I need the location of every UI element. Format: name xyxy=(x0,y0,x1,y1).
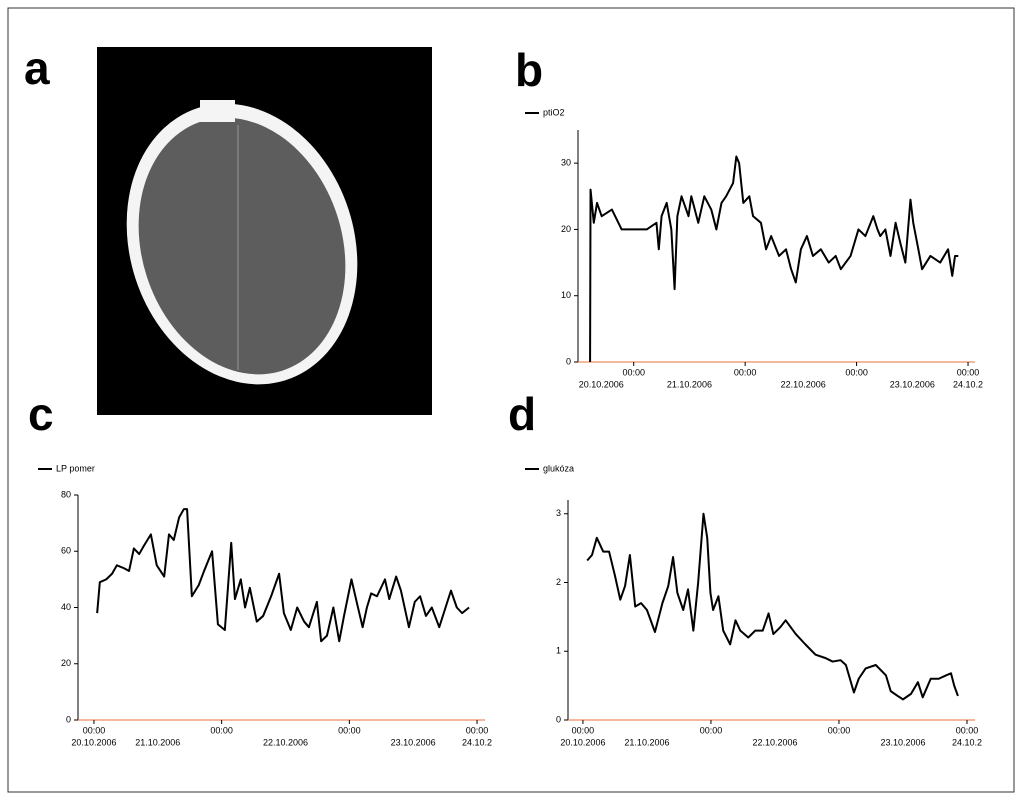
x-date-label: 22.10.2006 xyxy=(752,737,797,747)
y-tick-label: 10 xyxy=(561,290,571,300)
y-tick-label: 1 xyxy=(556,646,561,656)
x-date-label: 23.10.2006 xyxy=(880,737,925,747)
y-tick-label: 0 xyxy=(566,356,571,366)
x-tick-label: 00:00 xyxy=(622,367,645,377)
bone-flap xyxy=(200,100,235,122)
data-line xyxy=(589,155,959,363)
x-date-label: 21.10.2006 xyxy=(667,379,712,389)
x-date-label: 20.10.2006 xyxy=(579,379,624,389)
y-tick-label: 40 xyxy=(61,602,71,612)
legend-label: ptiO2 xyxy=(543,107,565,117)
x-date-label: 24.10.2 xyxy=(952,737,982,747)
y-tick-label: 0 xyxy=(556,714,561,724)
legend-label: glukóza xyxy=(543,463,574,473)
panel-label: c xyxy=(28,388,54,440)
y-tick-label: 60 xyxy=(61,546,71,556)
y-tick-label: 0 xyxy=(66,714,71,724)
y-tick-label: 2 xyxy=(556,577,561,587)
x-tick-label: 00:00 xyxy=(845,367,868,377)
data-line xyxy=(96,508,470,643)
y-tick-label: 80 xyxy=(61,489,71,499)
x-date-label: 20.10.2006 xyxy=(560,737,605,747)
x-date-label: 22.10.2006 xyxy=(781,379,826,389)
y-tick-label: 30 xyxy=(561,158,571,168)
x-tick-label: 00:00 xyxy=(210,725,233,735)
x-date-label: 23.10.2006 xyxy=(391,737,436,747)
x-date-label: 23.10.2006 xyxy=(890,379,935,389)
y-tick-label: 3 xyxy=(556,508,561,518)
legend-label: LP pomer xyxy=(56,463,95,473)
data-line xyxy=(586,512,959,701)
y-tick-label: 20 xyxy=(61,658,71,668)
x-date-label: 24.10.2 xyxy=(462,737,492,747)
brain xyxy=(138,117,346,375)
panel-label: d xyxy=(508,388,536,440)
panel-label: b xyxy=(515,44,543,96)
x-date-label: 21.10.2006 xyxy=(624,737,669,747)
x-date-label: 21.10.2006 xyxy=(135,737,180,747)
x-tick-label: 00:00 xyxy=(83,725,106,735)
x-tick-label: 00:00 xyxy=(957,367,980,377)
ct-image xyxy=(97,47,432,415)
x-tick-label: 00:00 xyxy=(572,725,595,735)
x-tick-label: 00:00 xyxy=(338,725,361,735)
x-tick-label: 00:00 xyxy=(956,725,979,735)
x-tick-label: 00:00 xyxy=(466,725,489,735)
panel-label: a xyxy=(24,42,50,94)
x-tick-label: 00:00 xyxy=(828,725,851,735)
y-tick-label: 20 xyxy=(561,224,571,234)
x-date-label: 20.10.2006 xyxy=(71,737,116,747)
x-tick-label: 00:00 xyxy=(700,725,723,735)
x-tick-label: 00:00 xyxy=(734,367,757,377)
x-date-label: 22.10.2006 xyxy=(263,737,308,747)
x-date-label: 24.10.2 xyxy=(953,379,983,389)
